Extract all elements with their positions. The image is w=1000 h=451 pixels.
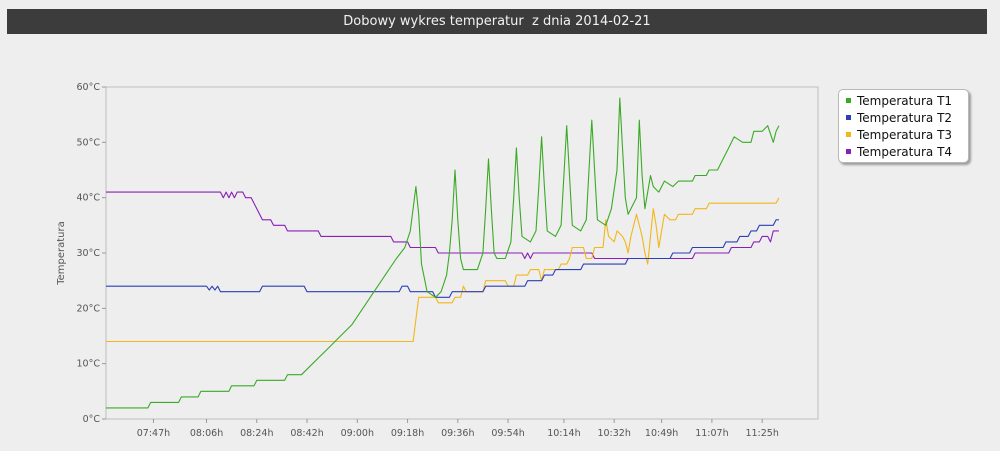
x-tick-label: 10:32h bbox=[597, 428, 630, 439]
x-tick-label: 09:54h bbox=[491, 428, 524, 439]
legend-swatch bbox=[846, 98, 851, 103]
legend-item: Temperatura T4 bbox=[846, 144, 952, 161]
legend-item: Temperatura T1 bbox=[846, 93, 952, 110]
x-tick-label: 09:00h bbox=[341, 428, 374, 439]
y-tick-label: 10°C bbox=[77, 359, 101, 370]
series-line-temperatura-t3 bbox=[106, 197, 780, 343]
y-tick-label: 30°C bbox=[77, 248, 101, 259]
legend-swatch bbox=[846, 115, 851, 120]
axes: 0°C 10°C 20°C 30°C 40°C 50°C 60°C Temperatura 07… bbox=[56, 82, 819, 439]
legend-swatch bbox=[846, 132, 851, 137]
series-layer bbox=[106, 97, 780, 409]
x-tick-label: 10:14h bbox=[547, 428, 580, 439]
legend-label: Temperatura T2 bbox=[857, 111, 953, 125]
series-line-temperatura-t2 bbox=[106, 219, 779, 298]
legend-item: Temperatura T2 bbox=[846, 110, 952, 127]
y-tick-label: 40°C bbox=[77, 193, 101, 204]
series-line-temperatura-t4 bbox=[106, 191, 779, 260]
chart-legend: Temperatura T1 Temperatura T2 Temperatura … bbox=[838, 89, 969, 163]
y-axis-label: Temperatura bbox=[56, 221, 67, 286]
legend-label: Temperatura T1 bbox=[857, 94, 953, 108]
x-tick-label: 11:07h bbox=[695, 428, 728, 439]
x-tick-label: 08:24h bbox=[240, 428, 273, 439]
series-line-temperatura-t1 bbox=[106, 97, 780, 409]
y-tick-label: 0°C bbox=[83, 414, 101, 425]
y-tick-label: 60°C bbox=[77, 82, 101, 93]
legend-swatch bbox=[846, 149, 851, 154]
x-tick-label: 09:36h bbox=[441, 428, 474, 439]
legend-label: Temperatura T4 bbox=[857, 145, 953, 159]
x-tick-label: 10:49h bbox=[645, 428, 678, 439]
legend-item: Temperatura T3 bbox=[846, 127, 952, 144]
x-tick-label: 11:25h bbox=[745, 428, 778, 439]
y-tick-label: 50°C bbox=[77, 137, 101, 148]
x-tick-label: 08:06h bbox=[190, 428, 223, 439]
chart-title: Dobowy wykres temperatur z dnia 2014-02-… bbox=[343, 14, 651, 29]
legend-label: Temperatura T3 bbox=[857, 128, 953, 142]
x-tick-label: 09:18h bbox=[391, 428, 424, 439]
x-tick-label: 07:47h bbox=[137, 428, 170, 439]
chart-title-bar: Dobowy wykres temperatur z dnia 2014-02-… bbox=[7, 9, 987, 34]
x-tick-label: 08:42h bbox=[290, 428, 323, 439]
y-tick-label: 20°C bbox=[77, 303, 101, 314]
